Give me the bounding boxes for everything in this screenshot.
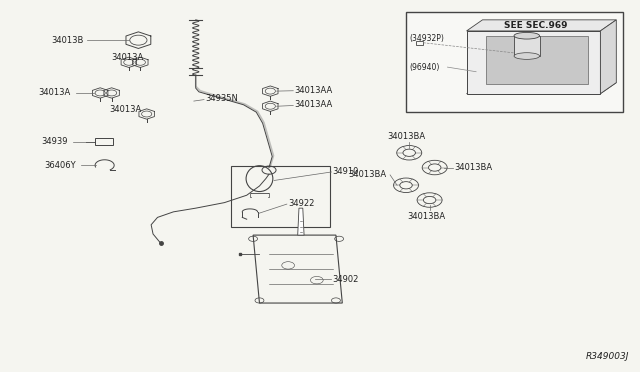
Text: 34013AA: 34013AA bbox=[294, 86, 333, 94]
Polygon shape bbox=[298, 208, 304, 235]
Text: SEE SEC.969: SEE SEC.969 bbox=[504, 20, 568, 30]
Polygon shape bbox=[467, 83, 616, 94]
Text: 34013BA: 34013BA bbox=[387, 132, 425, 141]
Text: 34013AA: 34013AA bbox=[294, 100, 333, 109]
Bar bbox=[231, 166, 330, 227]
Text: 34013BA: 34013BA bbox=[407, 212, 445, 221]
Bar bbox=[406, 13, 623, 112]
Polygon shape bbox=[600, 20, 616, 94]
Text: (96940): (96940) bbox=[409, 62, 440, 72]
Text: 34013A: 34013A bbox=[109, 105, 142, 115]
Bar bbox=[514, 36, 540, 56]
Text: 34902: 34902 bbox=[333, 275, 359, 283]
Text: 34013A: 34013A bbox=[111, 53, 143, 62]
Text: 34013A: 34013A bbox=[38, 89, 70, 97]
Text: 34013B: 34013B bbox=[51, 36, 83, 45]
Bar bbox=[95, 138, 113, 145]
Polygon shape bbox=[467, 20, 616, 31]
Text: 36406Y: 36406Y bbox=[45, 161, 76, 170]
Ellipse shape bbox=[514, 53, 540, 60]
Ellipse shape bbox=[514, 32, 540, 39]
Text: 34910: 34910 bbox=[333, 167, 359, 176]
Text: 34935N: 34935N bbox=[205, 94, 238, 103]
Text: 34013BA: 34013BA bbox=[454, 163, 492, 172]
Text: 34939: 34939 bbox=[41, 137, 67, 146]
Bar bbox=[415, 41, 423, 45]
Text: R349003J: R349003J bbox=[586, 352, 629, 361]
Text: 34013BA: 34013BA bbox=[349, 170, 387, 179]
Polygon shape bbox=[486, 36, 588, 84]
Polygon shape bbox=[467, 31, 600, 94]
Text: 34922: 34922 bbox=[288, 199, 314, 208]
Text: (34932P): (34932P) bbox=[409, 34, 444, 43]
